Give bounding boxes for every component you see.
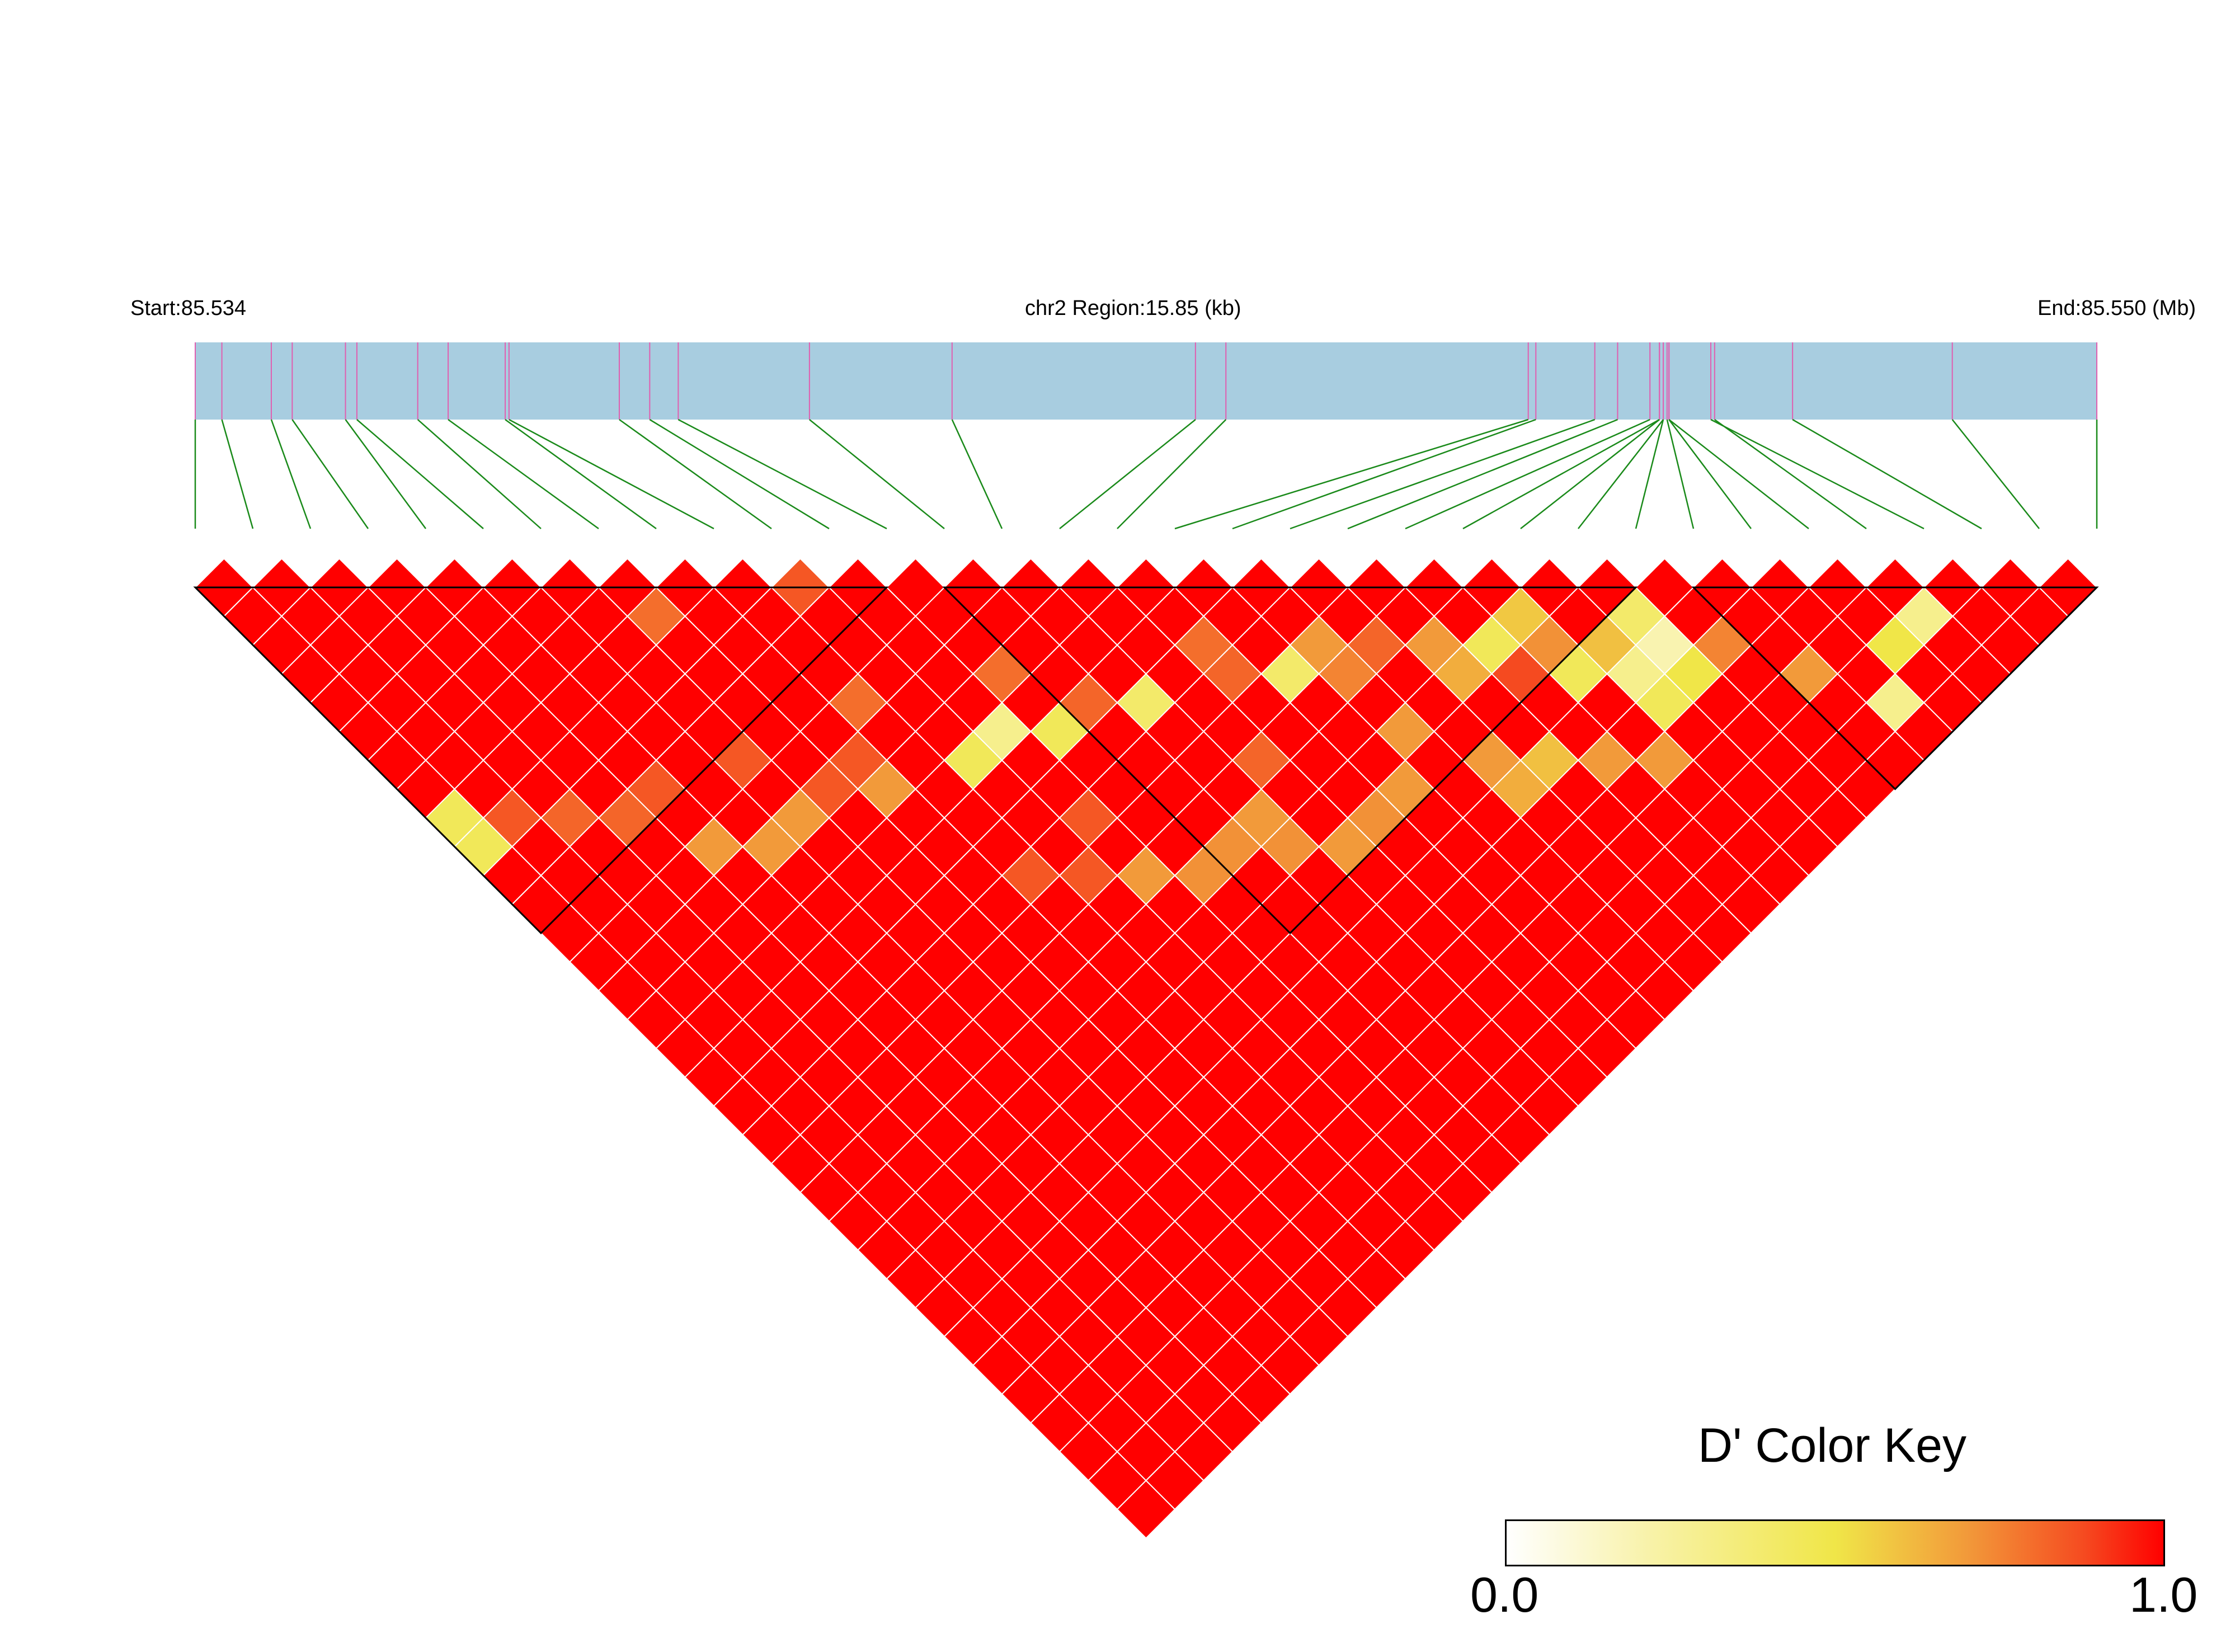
- ld-block-outlines: [193, 586, 2099, 935]
- ld-block-outline: [942, 586, 1638, 935]
- snp-connector: [1714, 418, 1867, 530]
- color-key-gradient: [1505, 1519, 2165, 1566]
- snp-connector: [1347, 418, 1618, 530]
- snp-connector: [270, 419, 312, 529]
- snp-connector: [345, 419, 427, 529]
- snp-connector: [1117, 419, 1227, 529]
- snp-connector: [356, 419, 484, 529]
- snp-connector: [1578, 419, 1664, 529]
- snp-connector: [1951, 419, 2040, 529]
- ld-block-outline: [193, 586, 889, 935]
- snp-connector: [1635, 419, 1664, 529]
- snp-connector: [448, 418, 599, 530]
- color-key-max-label: 1.0: [2129, 1567, 2198, 1622]
- snp-connector: [1668, 419, 1752, 529]
- snp-connector: [505, 418, 657, 530]
- snp-connector: [1792, 418, 1982, 530]
- snp-connector: [1059, 419, 1196, 529]
- color-key-title: D' Color Key: [1698, 1419, 1967, 1472]
- snp-connector: [1174, 418, 1529, 530]
- snp-connector: [1666, 419, 1695, 529]
- snp-connector: [1710, 418, 1925, 530]
- snp-connector: [1405, 418, 1650, 530]
- snp-connector: [619, 418, 772, 530]
- snp-connector: [1668, 419, 1809, 529]
- region-end-label: End:85.550 (Mb): [2037, 296, 2196, 320]
- color-key-min-label: 0.0: [1470, 1567, 1539, 1622]
- snp-connector: [1232, 418, 1536, 530]
- gene-region-bar: [195, 342, 2097, 420]
- snp-connector: [809, 419, 945, 529]
- snp-connector: [509, 418, 714, 530]
- snp-connector: [1520, 419, 1660, 529]
- snp-connector: [1290, 418, 1596, 530]
- snp-connector: [221, 419, 254, 529]
- snp-connector: [291, 419, 369, 529]
- snp-connector: [951, 419, 1003, 529]
- snp-connector: [649, 418, 830, 530]
- snp-connector: [677, 418, 887, 530]
- snp-connector: [1462, 418, 1660, 530]
- region-start-label: Start:85.534: [130, 296, 247, 320]
- snp-connector-lines: [194, 418, 2098, 530]
- snp-tick-marks: [195, 342, 2097, 420]
- snp-connector: [417, 419, 542, 529]
- ld-block-outline: [1691, 586, 2099, 790]
- ld-matrix-cells: [194, 558, 2098, 1539]
- region-title-label: chr2 Region:15.85 (kb): [1025, 296, 1241, 320]
